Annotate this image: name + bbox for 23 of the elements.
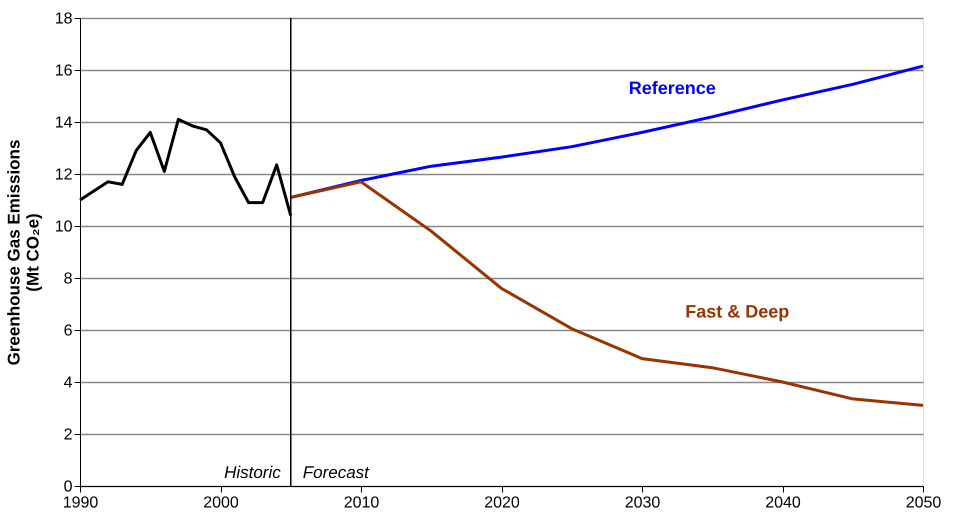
x-tick-label: 2040 [765,494,801,512]
x-tick-label: 2020 [484,494,520,512]
x-tick-label: 2000 [203,494,239,512]
y-tick-label: 6 [64,322,73,340]
line-series [289,180,924,407]
y-tick-label: 2 [64,426,73,444]
y-axis-title: Greenhouse Gas Emissions (Mt CO₂e) [4,140,43,366]
annotation: Historic [224,463,282,482]
x-tick-label: 2050 [906,494,942,512]
y-tick-label: 16 [54,62,73,80]
x-tick-label: 2030 [624,494,660,512]
annotation: Forecast [302,463,370,482]
y-tick-label: 8 [64,270,73,288]
y-tick-label: 4 [64,374,73,392]
y-tick-label: 12 [54,166,73,184]
y-tick-label: 0 [64,478,73,496]
text: Fast & Deep [685,302,790,322]
x-tick-label: 1990 [62,494,98,512]
y-tick-label: 10 [54,218,73,236]
x-tick-label: 2010 [344,494,380,512]
y-tick-label: 14 [54,114,73,132]
series-label: Reference [628,78,716,98]
y-tick-label: 18 [54,10,73,28]
